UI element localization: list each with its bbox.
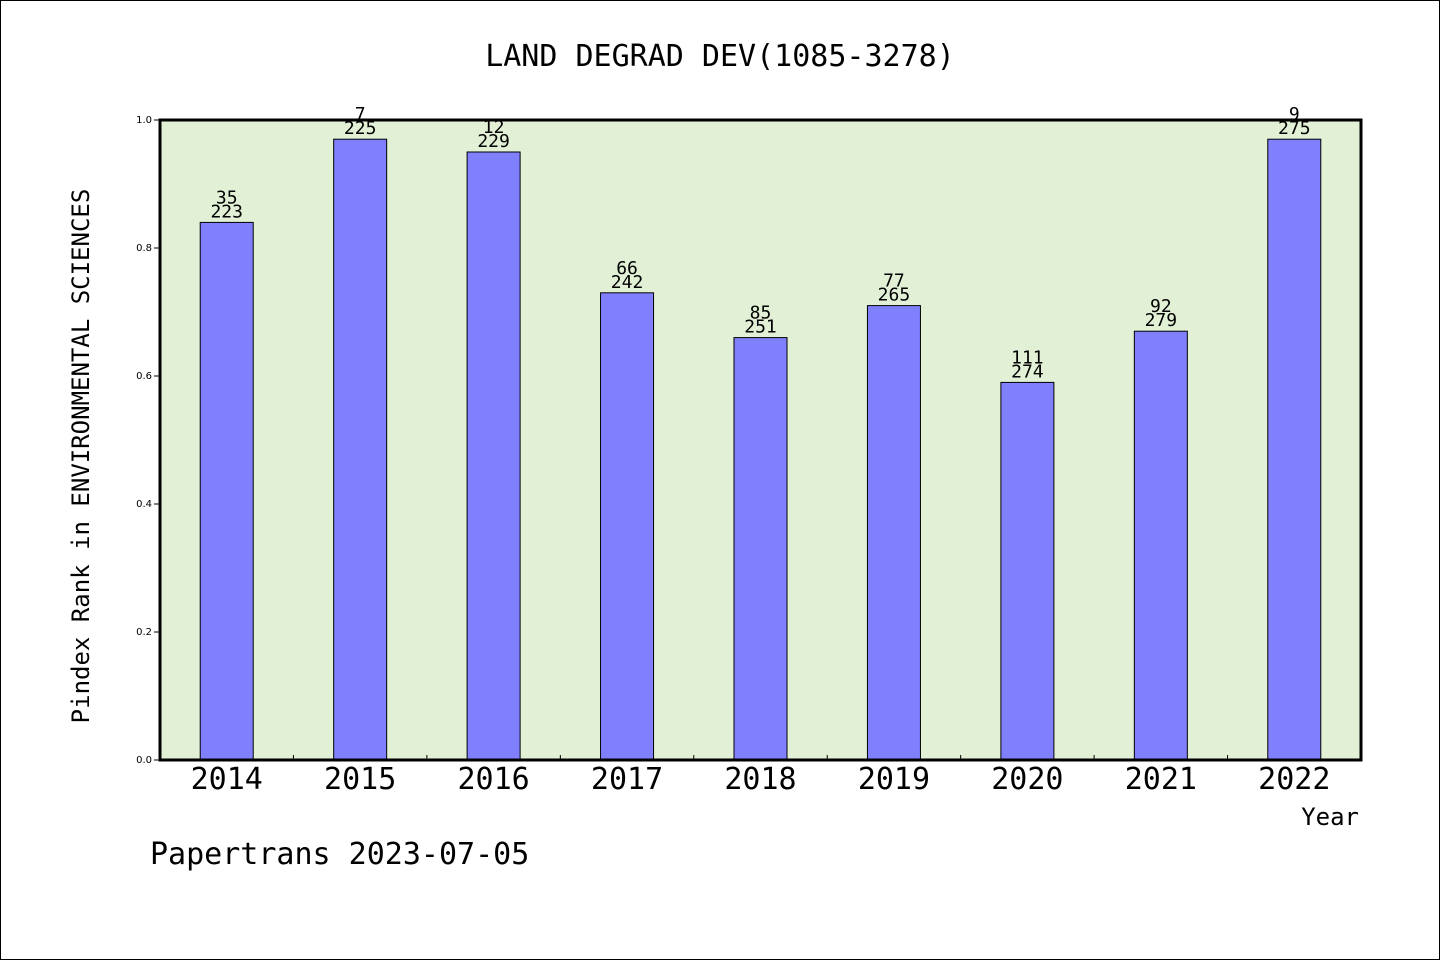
bar-rank-label: 9: [1289, 104, 1300, 125]
y-axis-label: Pindex Rank in ENVIRONMENTAL SCIENCES: [67, 189, 95, 724]
chart-title: LAND DEGRAD DEV(1085-3278): [485, 39, 955, 74]
y-tick-label: 0.6: [136, 371, 152, 382]
y-tick-label: 0.0: [136, 755, 152, 766]
bar-rank-label: 92: [1150, 296, 1172, 317]
y-tick-label: 0.8: [136, 243, 152, 254]
y-axis: 0.0 0.2 0.4 0.6 0.8 1.0: [136, 115, 160, 766]
footer-text: Papertrans 2023-07-05: [150, 837, 529, 872]
x-tick-label: 2018: [724, 762, 796, 797]
x-tick-label: 2019: [858, 762, 930, 797]
bar-total-label: 265: [878, 285, 911, 306]
x-tick-label: 2020: [991, 762, 1063, 797]
y-tick-label: 0.4: [136, 499, 152, 510]
x-axis: 2014 2015 2016 2017 2018 2019 2020 2021 2022: [191, 755, 1330, 797]
y-tick-label: 1.0: [136, 115, 152, 126]
bar: [866, 305, 921, 761]
bar: [199, 221, 254, 761]
bar: [466, 151, 521, 761]
bar-rank-label: 85: [750, 303, 772, 324]
bar-rank-label: 7: [355, 104, 366, 125]
bar-total-label: 225: [344, 118, 377, 139]
bar-rank-label: 111: [1011, 347, 1044, 368]
bar: [1000, 381, 1055, 761]
bar-total-label: 242: [611, 272, 644, 293]
bar-total-label: 223: [210, 201, 243, 222]
bar-total-label: 279: [1145, 310, 1178, 331]
bar: [733, 337, 788, 761]
bar-total-label: 229: [477, 131, 510, 152]
x-tick-label: 2015: [324, 762, 396, 797]
bar-rank-label: 12: [483, 117, 505, 138]
bar-total-label: 251: [744, 317, 777, 338]
x-tick-label: 2022: [1258, 762, 1330, 797]
bar: [333, 138, 388, 761]
x-tick-label: 2016: [457, 762, 529, 797]
plot-border: [158, 118, 1363, 762]
bar-rank-label: 66: [616, 258, 638, 279]
x-tick-label: 2014: [191, 762, 263, 797]
x-axis-label: Year: [1301, 803, 1359, 831]
x-tick-label: 2021: [1125, 762, 1197, 797]
bar-total-label: 275: [1278, 118, 1311, 139]
x-tick-label: 2017: [591, 762, 663, 797]
bar-rank-label: 35: [216, 187, 238, 208]
bar-total-label: 274: [1011, 361, 1044, 382]
y-tick-label: 0.2: [136, 627, 152, 638]
bar-rank-label: 77: [883, 271, 905, 292]
bar: [600, 292, 655, 761]
bar: [1267, 138, 1322, 761]
bar: [1133, 330, 1188, 761]
